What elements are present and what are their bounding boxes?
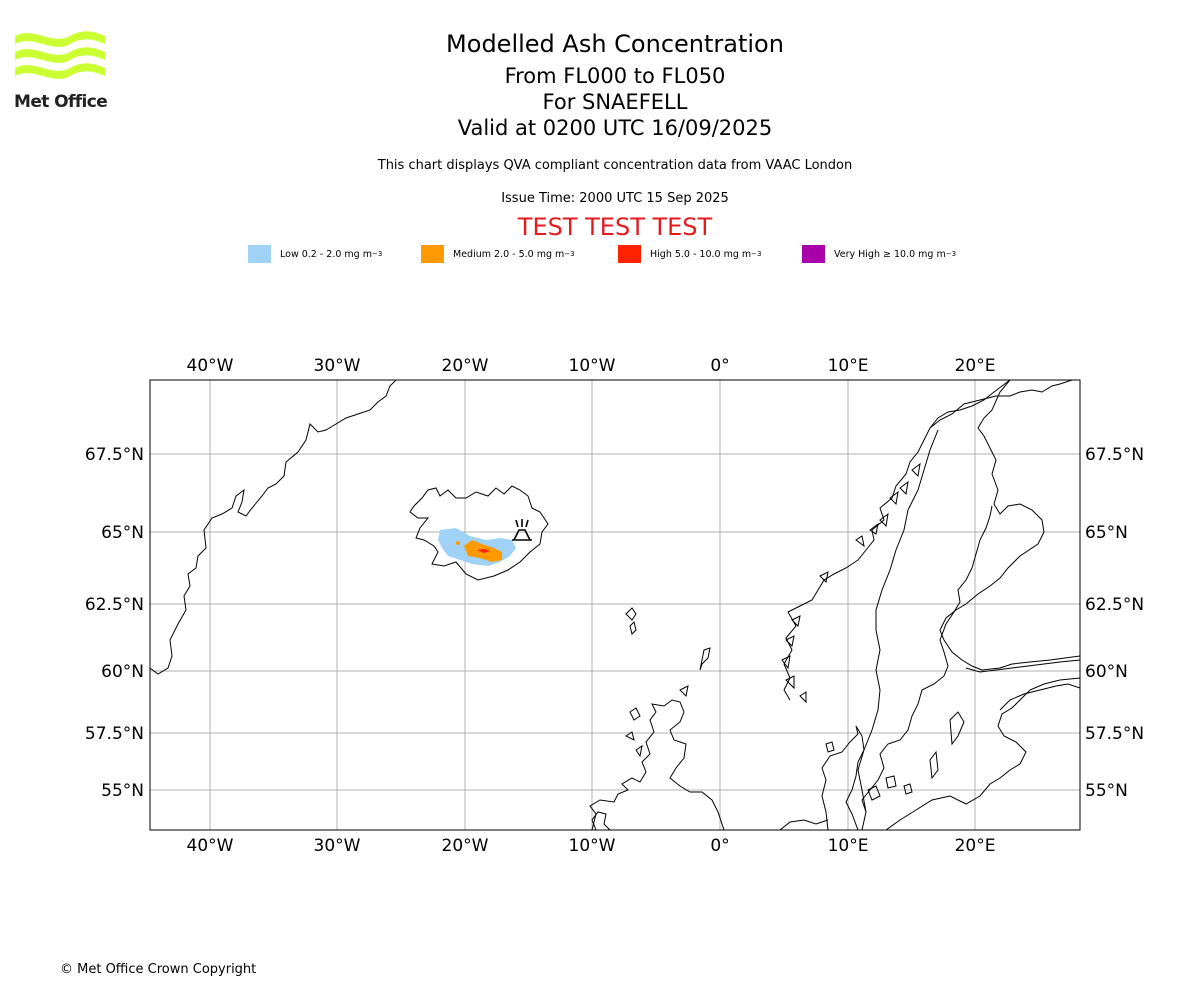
lon-label-bottom: 10°W	[569, 836, 616, 856]
lon-label-top: 10°E	[828, 356, 869, 376]
description-text: This chart displays QVA compliant concen…	[377, 158, 853, 173]
estonia-coastline	[999, 683, 1080, 711]
chart-title: Modelled Ash Concentration	[446, 30, 784, 58]
lofoten-islands	[855, 462, 921, 548]
volcano-icon	[512, 519, 532, 541]
legend-label-high: High 5.0 - 10.0 mg m	[650, 248, 752, 260]
legend: Low 0.2 - 2.0 mg m −3 Medium 2.0 - 5.0 mg…	[0, 244, 1200, 264]
lon-label-top: 0°	[710, 356, 729, 376]
logo-text: Met Office	[14, 92, 108, 112]
baltic-states-coastline	[885, 677, 1080, 830]
legend-item-high: High 5.0 - 10.0 mg m −3	[618, 244, 762, 264]
legend-sup-low: −3	[372, 250, 383, 258]
lon-label-top: 20°E	[955, 356, 996, 376]
lat-label-left: 55°N	[101, 781, 144, 801]
norway-coastline	[783, 380, 1011, 701]
valid-time: Valid at 0200 UTC 16/09/2025	[457, 116, 773, 140]
sweden-coastline	[861, 505, 993, 830]
lon-label-top: 40°W	[187, 356, 234, 376]
lon-label-bottom: 0°	[710, 836, 729, 856]
norway-sweden-border	[857, 429, 939, 813]
legend-sup-very-high: −3	[945, 250, 957, 258]
norway-islands	[781, 571, 829, 704]
lon-label-bottom: 40°W	[187, 836, 234, 856]
britain-coastline	[589, 699, 725, 830]
lon-label-top: 10°W	[569, 356, 616, 376]
map-frame	[149, 379, 1081, 831]
denmark-coastline	[821, 725, 865, 830]
greenland-coastline	[150, 380, 397, 675]
gotland-island	[929, 711, 965, 780]
lat-label-right: 65°N	[1085, 523, 1128, 543]
lat-label-left: 65°N	[101, 523, 144, 543]
legend-item-medium: Medium 2.0 - 5.0 mg m −3	[421, 244, 575, 264]
legend-label-very-high: Very High ≥ 10.0 mg m	[834, 248, 946, 260]
map-gridlines	[150, 380, 1080, 830]
legend-label-low: Low 0.2 - 2.0 mg m	[280, 248, 372, 260]
lat-label-right: 55°N	[1085, 781, 1128, 801]
norway-north-coast	[929, 380, 1073, 429]
lat-label-right: 67.5°N	[1085, 445, 1144, 465]
legend-swatch-medium	[421, 245, 444, 263]
lat-label-left: 67.5°N	[85, 445, 144, 465]
legend-sup-high: −3	[751, 250, 762, 258]
lat-label-left: 60°N	[101, 662, 144, 682]
test-banner: TEST TEST TEST	[517, 213, 713, 241]
volcano-name: For SNAEFELL	[542, 90, 688, 114]
legend-item-low: Low 0.2 - 2.0 mg m −3	[248, 244, 382, 264]
legend-sup-medium: −3	[564, 250, 575, 258]
lat-label-left: 62.5°N	[85, 595, 144, 615]
lat-labels-right: 67.5°N 65°N 62.5°N 60°N 57.5°N 55°N	[1085, 445, 1144, 801]
finland-south-coast	[965, 659, 1080, 673]
lon-label-top: 30°W	[314, 356, 361, 376]
lon-label-bottom: 20°W	[442, 836, 489, 856]
lat-label-right: 62.5°N	[1085, 595, 1144, 615]
legend-swatch-high	[618, 245, 641, 263]
issue-time: Issue Time: 2000 UTC 15 Sep 2025	[501, 191, 729, 206]
faroe-islands	[625, 607, 637, 635]
legend-swatch-very-high	[802, 245, 825, 263]
met-office-logo-icon	[15, 31, 105, 79]
lon-label-bottom: 30°W	[314, 836, 361, 856]
legend-label-medium: Medium 2.0 - 5.0 mg m	[453, 248, 565, 260]
legend-swatch-low	[248, 245, 271, 263]
denmark-islands	[825, 741, 913, 801]
lon-labels-top: 40°W 30°W 20°W 10°W 0° 10°E 20°E	[187, 356, 996, 376]
lat-label-right: 57.5°N	[1085, 724, 1144, 744]
lon-label-top: 20°W	[442, 356, 489, 376]
baltic-coastline	[939, 380, 1080, 671]
lon-label-bottom: 20°E	[955, 836, 996, 856]
legend-item-very-high: Very High ≥ 10.0 mg m −3	[802, 244, 956, 264]
lat-label-right: 60°N	[1085, 662, 1128, 682]
flight-levels: From FL000 to FL050	[504, 64, 726, 88]
iceland-coastline	[409, 485, 549, 581]
lon-label-bottom: 10°E	[828, 836, 869, 856]
lon-labels-bottom: 40°W 30°W 20°W 10°W 0° 10°E 20°E	[187, 836, 996, 856]
lat-label-left: 57.5°N	[85, 724, 144, 744]
continent-coastline	[779, 819, 829, 830]
copyright-text: © Met Office Crown Copyright	[60, 962, 257, 977]
lat-labels-left: 67.5°N 65°N 62.5°N 60°N 57.5°N 55°N	[85, 445, 144, 801]
ash-medium-spot	[456, 541, 460, 545]
ash-plume	[438, 528, 516, 566]
ireland-coastline	[591, 811, 611, 830]
ash-high	[477, 549, 490, 553]
scotland-islands	[625, 647, 711, 758]
